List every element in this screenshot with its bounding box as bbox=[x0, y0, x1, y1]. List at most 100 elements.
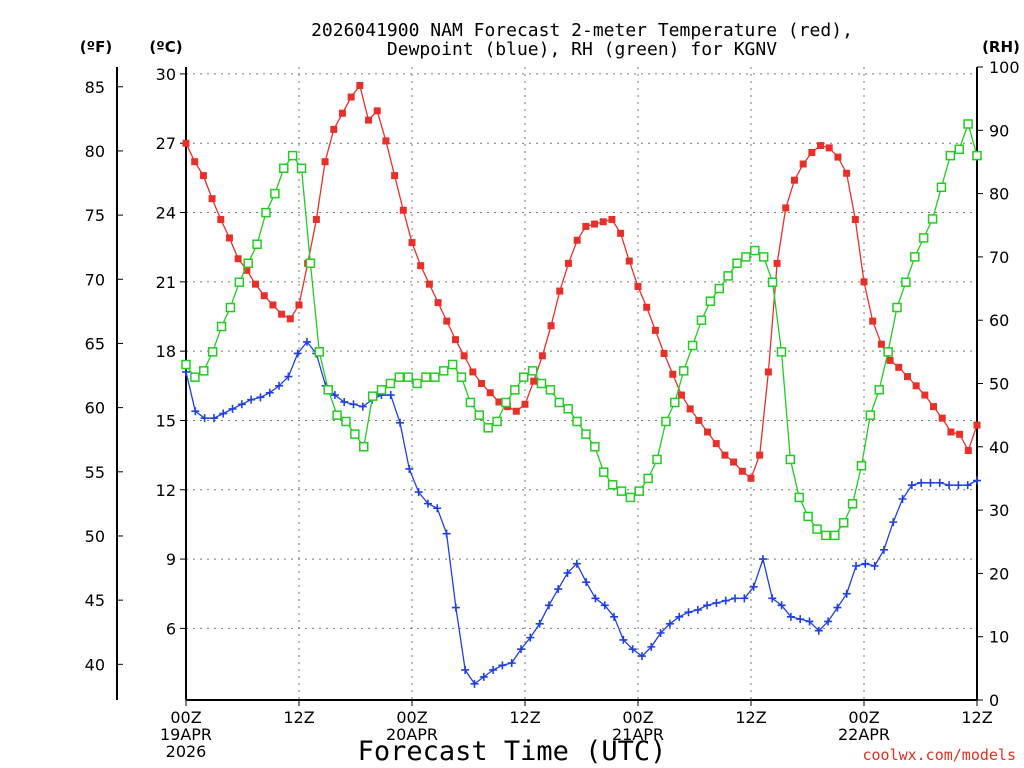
data-point bbox=[824, 617, 833, 626]
data-point bbox=[877, 340, 885, 348]
rh-tick-label: 40 bbox=[989, 438, 1009, 457]
x-tick-label: 21APR bbox=[612, 725, 664, 744]
data-point bbox=[656, 629, 665, 638]
data-point bbox=[740, 594, 749, 603]
data-point bbox=[394, 372, 405, 382]
data-point bbox=[696, 315, 707, 325]
data-point bbox=[799, 160, 807, 168]
data-point bbox=[926, 478, 935, 487]
rh-tick-label: 10 bbox=[989, 628, 1009, 647]
rh-tick-label: 60 bbox=[989, 311, 1009, 330]
data-point bbox=[879, 545, 888, 554]
data-point bbox=[421, 372, 431, 382]
data-point bbox=[695, 416, 703, 424]
data-point bbox=[349, 400, 358, 409]
data-point bbox=[469, 368, 477, 376]
c-tick-label: 6 bbox=[166, 619, 176, 638]
data-point bbox=[741, 252, 751, 262]
data-point bbox=[527, 366, 538, 376]
data-point bbox=[302, 337, 311, 346]
data-point bbox=[376, 385, 387, 395]
data-point bbox=[225, 302, 236, 313]
data-point bbox=[661, 416, 671, 427]
data-point bbox=[972, 150, 982, 161]
data-point bbox=[954, 144, 964, 155]
data-point bbox=[456, 372, 467, 382]
f-tick-label: 40 bbox=[85, 655, 105, 674]
data-point bbox=[643, 303, 651, 311]
data-point bbox=[564, 259, 572, 267]
data-point bbox=[474, 410, 485, 420]
data-point bbox=[479, 672, 488, 681]
data-point bbox=[660, 349, 668, 357]
data-point bbox=[521, 400, 529, 408]
data-point bbox=[414, 488, 423, 497]
data-point bbox=[340, 397, 349, 406]
rh-tick-label: 30 bbox=[989, 501, 1009, 520]
series-rh bbox=[181, 119, 982, 541]
chart-title-line1: 2026041900 NAM Forecast 2-meter Temperat… bbox=[311, 20, 853, 41]
x-tick-label: 19APR bbox=[160, 725, 212, 744]
data-point bbox=[886, 356, 894, 364]
data-point bbox=[852, 562, 861, 571]
data-point bbox=[843, 169, 851, 177]
data-point bbox=[851, 215, 859, 223]
data-point bbox=[330, 125, 338, 133]
grid-lines bbox=[186, 67, 977, 700]
data-point bbox=[834, 153, 842, 161]
data-point bbox=[554, 397, 565, 408]
data-point bbox=[237, 400, 246, 409]
data-point bbox=[860, 278, 868, 286]
rh-tick-label: 50 bbox=[989, 375, 1009, 394]
data-point bbox=[501, 397, 511, 408]
data-point bbox=[930, 403, 938, 411]
data-point bbox=[358, 402, 367, 411]
tick-labels: 6 9 12 15 18 21 24 27 30 40 45 50 55 60 65 70 75 80 85 0 10 2… bbox=[85, 58, 1020, 761]
data-point bbox=[228, 404, 237, 413]
data-point bbox=[598, 467, 609, 477]
data-point bbox=[350, 429, 360, 439]
data-point bbox=[581, 429, 591, 439]
data-point bbox=[892, 302, 902, 313]
data-point bbox=[732, 258, 742, 268]
x-tick-label: 12Z bbox=[283, 708, 314, 727]
chart-title-line2: Dewpoint (blue), RH (green) for KGNV bbox=[387, 39, 777, 60]
data-point bbox=[489, 665, 498, 674]
rh-tick-label: 100 bbox=[989, 58, 1020, 77]
data-point bbox=[714, 283, 725, 294]
data-point bbox=[898, 495, 907, 504]
data-point bbox=[460, 352, 468, 360]
data-point bbox=[607, 480, 618, 490]
data-point bbox=[625, 492, 636, 503]
data-point bbox=[945, 150, 956, 161]
data-point bbox=[278, 310, 286, 318]
data-point bbox=[545, 385, 556, 395]
data-point bbox=[590, 442, 600, 452]
data-point bbox=[347, 93, 355, 101]
f-tick-label: 45 bbox=[85, 591, 105, 610]
data-point bbox=[616, 486, 627, 496]
data-point bbox=[670, 397, 680, 408]
data-point bbox=[921, 391, 929, 399]
data-point bbox=[208, 195, 216, 203]
rh-tick-label: 90 bbox=[989, 121, 1009, 140]
data-point bbox=[260, 292, 268, 300]
c-tick-label: 12 bbox=[156, 481, 176, 500]
unit-rh-label: (RH) bbox=[982, 38, 1020, 56]
data-point bbox=[391, 172, 399, 180]
data-point bbox=[651, 326, 659, 334]
f-tick-label: 75 bbox=[85, 206, 105, 225]
data-point bbox=[903, 373, 911, 381]
data-point bbox=[386, 391, 395, 400]
data-point bbox=[918, 233, 929, 243]
data-point bbox=[907, 481, 916, 490]
rh-tick-label: 0 bbox=[989, 691, 999, 710]
series-line bbox=[185, 121, 978, 537]
data-point bbox=[954, 481, 963, 490]
data-point bbox=[812, 524, 822, 534]
data-point bbox=[865, 410, 876, 420]
data-point bbox=[786, 612, 795, 621]
data-point bbox=[721, 596, 730, 605]
data-point bbox=[287, 150, 298, 161]
data-point bbox=[507, 659, 516, 668]
